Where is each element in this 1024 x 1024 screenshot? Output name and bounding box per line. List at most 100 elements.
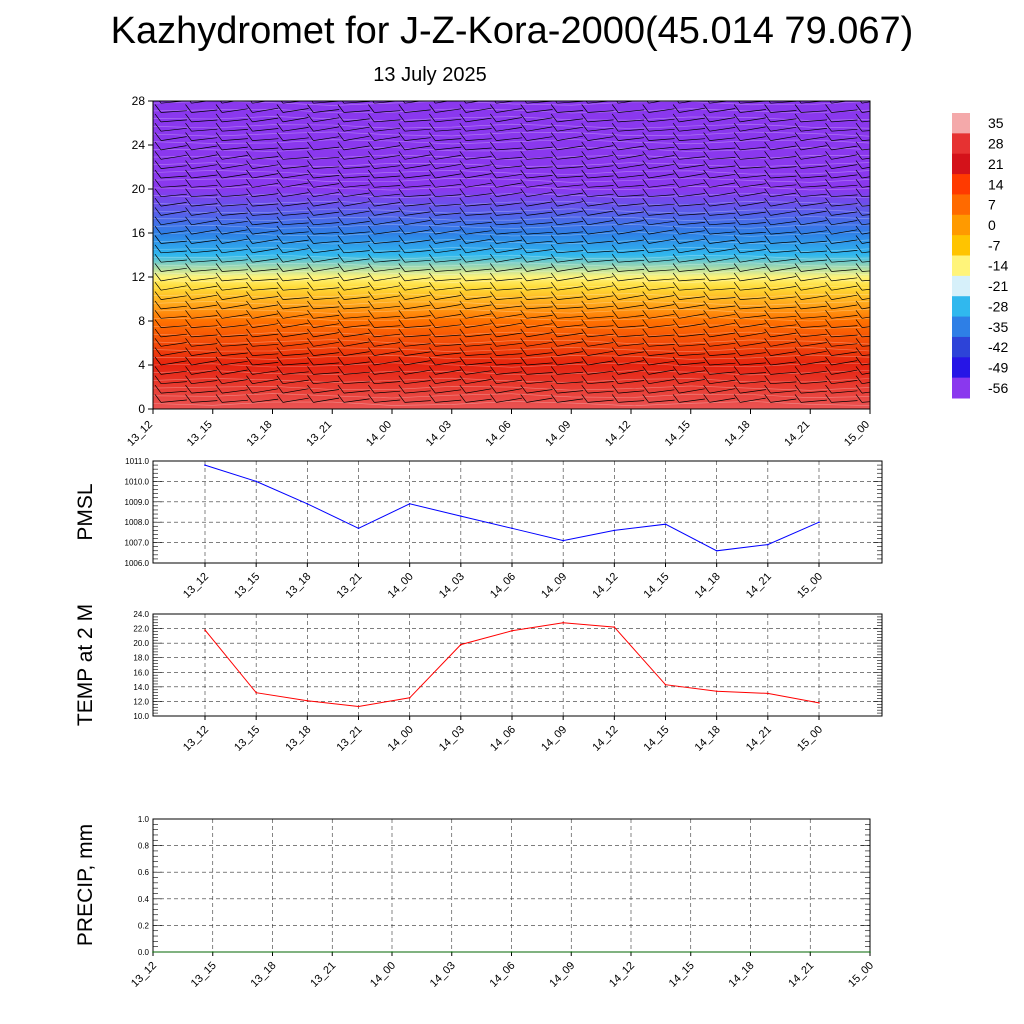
- wind-barb-flag: [764, 235, 771, 244]
- wind-barb-flag: [337, 160, 345, 169]
- wind-barb-flag: [672, 235, 680, 244]
- wind-barb: [557, 145, 583, 151]
- wind-barb: [709, 108, 736, 113]
- wind-barb: [557, 201, 583, 207]
- wind-barb-flag: [703, 113, 710, 123]
- wind-barb: [709, 287, 736, 291]
- wind-barb-flag: [185, 169, 192, 179]
- wind-barb-flag: [368, 207, 375, 216]
- wind-barb-flag: [459, 122, 467, 132]
- wind-barb-flag: [733, 188, 741, 197]
- wind-barb: [465, 296, 492, 300]
- wind-barb-flag: [703, 197, 710, 207]
- wind-barb-flag: [154, 113, 162, 123]
- wind-barb: [435, 183, 462, 188]
- wind-barb: [648, 259, 675, 263]
- wind-barb-flag: [581, 197, 588, 207]
- wind-barb: [557, 241, 584, 244]
- wind-barb-flag: [490, 104, 497, 113]
- wind-barb-flag: [642, 394, 649, 403]
- wind-barb: [618, 315, 645, 319]
- wind-barb: [587, 165, 614, 169]
- wind-barb: [252, 107, 279, 113]
- wind-barb-flag: [246, 207, 253, 216]
- wind-barb-flag: [307, 160, 314, 169]
- wind-barb: [496, 267, 523, 272]
- wind-barb-flag: [825, 104, 832, 113]
- y-axis-label: TEMP at 2 M: [74, 604, 97, 726]
- data-point: [460, 515, 462, 517]
- wind-barb-flag: [368, 328, 375, 338]
- wind-barb-flag: [520, 225, 527, 235]
- wind-barb-flag: [733, 113, 741, 123]
- wind-barb-flag: [550, 319, 558, 328]
- wind-barb-flag: [642, 132, 649, 141]
- wind-barb-flag: [490, 188, 497, 197]
- wind-barb: [221, 379, 248, 385]
- wind-barb-flag: [611, 197, 619, 207]
- wind-barb: [404, 164, 431, 169]
- wind-barb-flag: [550, 188, 558, 197]
- x-tick-label: 13_21: [335, 724, 365, 754]
- wind-barb: [526, 380, 553, 385]
- data-point: [271, 951, 274, 953]
- wind-barb-flag: [764, 347, 771, 356]
- wind-barb: [465, 323, 492, 328]
- wind-barb: [282, 137, 309, 141]
- wind-barb-flag: [611, 272, 619, 282]
- x-tick-label: 13_21: [304, 419, 334, 449]
- wind-barb-flag: [154, 263, 162, 272]
- wind-barb-flag: [794, 122, 802, 132]
- wind-barb-flag: [215, 197, 223, 207]
- wind-barb-flag: [794, 319, 802, 328]
- wind-barb-flag: [520, 197, 527, 207]
- wind-barb: [679, 182, 705, 188]
- x-tick-label: 15_00: [846, 960, 876, 990]
- wind-barb-flag: [672, 151, 680, 160]
- wind-barb-flag: [581, 319, 588, 328]
- wind-barb-flag: [794, 394, 802, 403]
- wind-barb: [526, 249, 553, 254]
- wind-barb-flag: [307, 122, 314, 132]
- contour-line: [153, 101, 870, 106]
- y-tick-label: 22.0: [133, 625, 149, 634]
- wind-barb: [709, 332, 736, 338]
- wind-barb-flag: [703, 338, 710, 347]
- wind-barb: [191, 325, 218, 328]
- wind-barb: [404, 203, 431, 207]
- wind-barb-flag: [154, 319, 162, 328]
- data-point: [511, 630, 513, 632]
- wind-barb: [221, 248, 248, 254]
- wind-barb: [861, 335, 870, 338]
- wind-barb-flag: [550, 253, 558, 263]
- wind-barb-flag: [429, 207, 436, 216]
- wind-barb-flag: [825, 188, 832, 197]
- wind-barb: [435, 118, 462, 123]
- wind-barb: [831, 285, 858, 291]
- wind-barb: [831, 239, 858, 244]
- wind-barb: [282, 231, 309, 235]
- wind-barb-flag: [581, 366, 588, 375]
- wind-barb-flag: [398, 132, 406, 141]
- wind-barb: [404, 119, 431, 123]
- wind-barb-flag: [520, 310, 527, 319]
- wind-barb: [740, 222, 767, 226]
- wind-barb: [313, 332, 340, 338]
- wind-barb-flag: [707, 101, 710, 104]
- wind-barb-flag: [733, 366, 741, 375]
- wind-barb-flag: [185, 328, 192, 338]
- colorbar-segment: [952, 316, 970, 338]
- wind-barb-flag: [307, 291, 314, 300]
- wind-barb-flag: [215, 160, 223, 169]
- wind-barb-flag: [154, 356, 162, 366]
- wind-barb: [252, 182, 279, 188]
- x-tick-label: 14_06: [484, 419, 514, 449]
- wind-barb-flag: [490, 141, 497, 151]
- wind-barb-flag: [642, 160, 649, 169]
- wind-barb: [587, 220, 614, 226]
- wind-barb-flag: [368, 160, 375, 169]
- wind-barb-flag: [611, 281, 619, 291]
- wind-barb-flag: [611, 384, 619, 394]
- wind-barb: [465, 238, 492, 244]
- wind-barb-flag: [490, 281, 497, 291]
